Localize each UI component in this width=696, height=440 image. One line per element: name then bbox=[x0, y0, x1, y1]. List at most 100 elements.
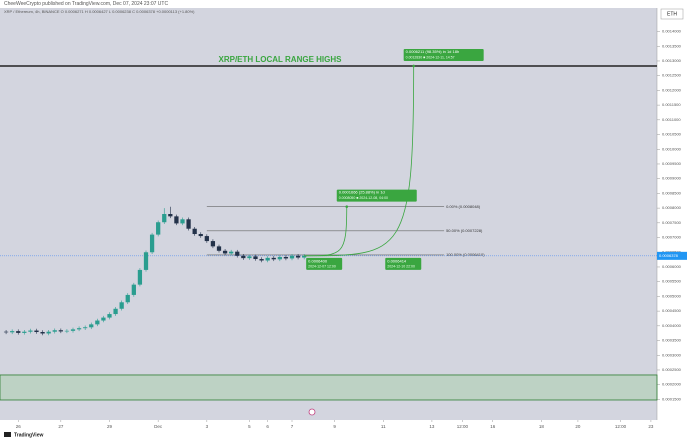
candle-body bbox=[64, 330, 70, 332]
candle-body bbox=[174, 216, 179, 224]
x-tick-label: 3 bbox=[206, 424, 209, 429]
x-tick-label: 5 bbox=[248, 424, 251, 429]
candle-body bbox=[216, 246, 222, 251]
y-tick-label: 0.0007500 bbox=[662, 220, 682, 225]
y-tick-label: 0.0008500 bbox=[662, 190, 682, 195]
publisher: CheeWeeCrypto published on TradingView.c… bbox=[4, 1, 168, 7]
candle-body bbox=[95, 320, 100, 325]
candle-body bbox=[131, 284, 136, 295]
x-tick-label: 9 bbox=[333, 424, 336, 429]
candle-body bbox=[283, 256, 289, 259]
annotation: XRP/ETH LOCAL RANGE HIGHS bbox=[219, 55, 343, 64]
y-tick-label: 0.0010500 bbox=[662, 132, 682, 137]
projection-box bbox=[403, 48, 484, 61]
candle-body bbox=[46, 331, 51, 334]
candle-body bbox=[168, 214, 173, 217]
y-tick-label: 0.0009500 bbox=[662, 161, 682, 166]
candle-body bbox=[89, 324, 94, 328]
support-zone bbox=[0, 374, 658, 401]
candle-body bbox=[241, 255, 246, 259]
y-tick-label: 0.0012000 bbox=[662, 87, 682, 92]
x-tick-label: 16 bbox=[490, 424, 496, 429]
candle-body bbox=[295, 255, 301, 258]
y-tick-label: 0.0003000 bbox=[662, 352, 682, 357]
candle-body bbox=[3, 331, 9, 333]
candle-body bbox=[34, 330, 39, 333]
candle-body bbox=[40, 332, 45, 334]
candle-body bbox=[22, 331, 27, 333]
y-tick-label: 0.0013000 bbox=[662, 58, 682, 63]
x-tick-label: 18 bbox=[539, 424, 545, 429]
candle-body bbox=[149, 234, 155, 253]
projection-label: 0.0006211 (98.35%) in 1d 18h bbox=[406, 49, 460, 54]
candle-body bbox=[125, 294, 130, 303]
last-price-tag bbox=[657, 251, 687, 260]
y-tick-label: 0.0009000 bbox=[662, 176, 682, 181]
fib-label: 0.00% (0.0008048) bbox=[446, 204, 481, 209]
candle-body bbox=[137, 269, 143, 285]
plot-area bbox=[0, 8, 657, 420]
candle-body bbox=[156, 222, 161, 235]
y-tick-label: 0.0012500 bbox=[662, 73, 682, 78]
y-tick-label: 0.0004500 bbox=[662, 308, 682, 313]
candle-body bbox=[101, 317, 106, 321]
projection-sublabel: 0.0008050 ■ 2024-12-08, 04:00 bbox=[339, 196, 388, 200]
candle-body bbox=[58, 330, 63, 332]
y-tick-label: 0.0001500 bbox=[662, 396, 682, 401]
y-tick-label: 0.0014000 bbox=[662, 29, 682, 34]
marker-label: 0.0006414 bbox=[387, 258, 407, 263]
candle-body bbox=[83, 327, 88, 329]
symbol-info: XRP / Ethereum, 4h, BINANCE O 0.0006271 … bbox=[4, 9, 195, 14]
candle-body bbox=[259, 259, 264, 261]
candle-body bbox=[235, 251, 240, 256]
candle-body bbox=[70, 329, 76, 331]
y-tick-label: 0.0006000 bbox=[662, 264, 682, 269]
x-tick-label: 23 bbox=[648, 424, 654, 429]
candle-body bbox=[52, 330, 57, 332]
y-tick-label: 0.0002500 bbox=[662, 367, 682, 372]
x-tick-label: 7 bbox=[291, 424, 294, 429]
candle-body bbox=[186, 219, 191, 229]
projection-label: 0.0001666 (25.88%) in 1d bbox=[339, 190, 385, 195]
candle-body bbox=[76, 328, 82, 330]
x-tick-label: 27 bbox=[58, 424, 64, 429]
x-tick-label: 12:00 bbox=[615, 424, 627, 429]
y-tick-label: 0.0005500 bbox=[662, 279, 682, 284]
candle-body bbox=[113, 308, 118, 315]
y-tick-label: 0.0005000 bbox=[662, 293, 682, 298]
x-tick-label: 13 bbox=[429, 424, 435, 429]
candle-body bbox=[289, 255, 295, 259]
candle-body bbox=[119, 302, 124, 309]
currency-box bbox=[660, 8, 684, 20]
candle-body bbox=[10, 331, 15, 333]
candle-body bbox=[210, 241, 216, 247]
last-price-label: 0.0006378 bbox=[659, 253, 679, 258]
event-icon bbox=[308, 408, 316, 416]
marker-box bbox=[306, 257, 343, 270]
candle-body bbox=[265, 257, 270, 261]
fib-label: 100.00% (0.0006410) bbox=[446, 252, 485, 257]
candle-body bbox=[247, 256, 252, 259]
candle-body bbox=[302, 255, 307, 258]
candle-body bbox=[222, 250, 228, 254]
brand: TradingView bbox=[14, 432, 43, 438]
candle-body bbox=[16, 331, 21, 333]
candle-body bbox=[204, 236, 209, 242]
candle-body bbox=[277, 256, 282, 260]
marker-label: 0.0006400 bbox=[308, 258, 328, 263]
x-tick-label: 12:00 bbox=[457, 424, 469, 429]
fib-label: 50.00% (0.0007228) bbox=[446, 228, 483, 233]
candle-body bbox=[107, 314, 112, 318]
projection-sublabel: 0.0012830 ■ 2024-12-11, 14:57 bbox=[406, 55, 455, 59]
candle-body bbox=[28, 330, 33, 332]
x-tick-label: 20 bbox=[575, 424, 581, 429]
candle-body bbox=[162, 214, 167, 223]
y-tick-label: 0.0010000 bbox=[662, 146, 682, 151]
marker-box bbox=[385, 257, 422, 270]
y-tick-label: 0.0003500 bbox=[662, 338, 682, 343]
y-tick-label: 0.0006500 bbox=[662, 249, 682, 254]
y-tick-label: 0.0008000 bbox=[662, 205, 682, 210]
x-tick-label: 11 bbox=[381, 424, 386, 429]
y-tick-label: 0.0007000 bbox=[662, 235, 682, 240]
